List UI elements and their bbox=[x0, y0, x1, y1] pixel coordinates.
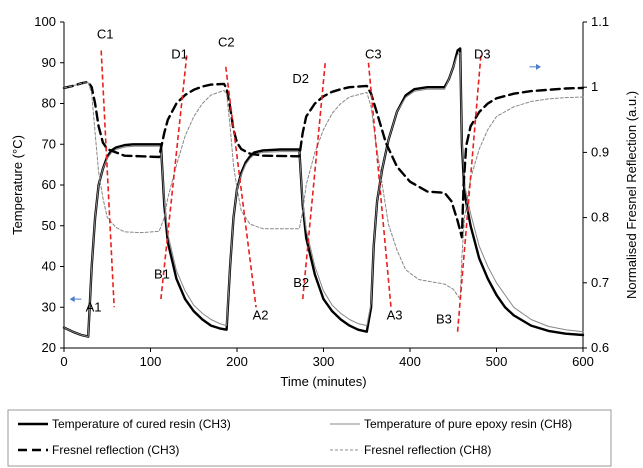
annotation-label: D2 bbox=[292, 71, 309, 86]
annotation-label: A3 bbox=[387, 307, 403, 322]
y-tick-label: 90 bbox=[42, 55, 56, 70]
annotation-label: A1 bbox=[86, 299, 102, 314]
x-tick-label: 300 bbox=[313, 354, 335, 369]
x-tick-label: 0 bbox=[60, 354, 67, 369]
tick-labels: 0 100 200 300 400 500 600 20 30 40 50 60 70 80 90 100 0.… bbox=[10, 14, 639, 389]
legend-label-3: Fresnel reflection (CH3) bbox=[52, 443, 179, 457]
annotation-label: B3 bbox=[436, 312, 452, 327]
y2-tick-label: 0.9 bbox=[591, 144, 609, 159]
y-tick-label: 70 bbox=[42, 136, 56, 151]
axes bbox=[60, 21, 587, 352]
annotation-label: B1 bbox=[154, 267, 170, 282]
legend-label-2: Temperature of pure epoxy resin (CH8) bbox=[364, 417, 572, 431]
tangent-line bbox=[367, 62, 392, 308]
y-tick-label: 30 bbox=[42, 299, 56, 314]
annotation-label: C2 bbox=[218, 34, 235, 49]
legend-label-4: Fresnel reflection (CH8) bbox=[364, 443, 491, 457]
y-tick-label: 20 bbox=[42, 340, 56, 355]
series-line-1 bbox=[62, 47, 585, 338]
y-tick-label: 50 bbox=[42, 218, 56, 233]
x-axis-title: Time (minutes) bbox=[280, 374, 366, 389]
tangent-line bbox=[160, 54, 188, 300]
y2-tick-label: 1.1 bbox=[591, 14, 609, 29]
y-tick-label: 60 bbox=[42, 177, 56, 192]
annotation-label: A2 bbox=[253, 307, 269, 322]
axis-arrow-head bbox=[536, 63, 542, 70]
y-tick-label: 40 bbox=[42, 259, 56, 274]
axis-arrow-head bbox=[69, 296, 75, 303]
y-tick-label: 80 bbox=[42, 96, 56, 111]
x-tick-label: 600 bbox=[572, 354, 594, 369]
y2-tick-label: 1 bbox=[591, 79, 598, 94]
tangent-line bbox=[224, 66, 257, 308]
y2-tick-label: 0.6 bbox=[591, 340, 609, 355]
tangent-line bbox=[100, 50, 115, 308]
series-group bbox=[62, 47, 585, 338]
series-line-4 bbox=[63, 82, 584, 300]
legend: Temperature of cured resin (CH3) Temperat… bbox=[7, 409, 612, 467]
x-tick-label: 200 bbox=[226, 354, 248, 369]
annotation-label: C3 bbox=[365, 47, 382, 62]
y-tick-label: 100 bbox=[34, 14, 56, 29]
y-axis-title: Temperature (°C) bbox=[10, 135, 25, 235]
y2-axis-title: Normalised Fresnel Reflection (a.u.) bbox=[624, 91, 639, 299]
annotation-label: D3 bbox=[474, 47, 491, 62]
annotation-label: B2 bbox=[293, 275, 309, 290]
annotation-group: C1 D1 C2 D2 C3 D3 A1 B1 A2 B2 A3 B3 bbox=[69, 26, 542, 332]
legend-label-1: Temperature of cured resin (CH3) bbox=[52, 417, 231, 431]
tangent-line bbox=[456, 54, 482, 332]
x-tick-label: 500 bbox=[486, 354, 508, 369]
series-line-2 bbox=[63, 52, 584, 338]
legend-box bbox=[7, 409, 612, 467]
series-line-3 bbox=[62, 80, 585, 239]
x-tick-label: 100 bbox=[140, 354, 162, 369]
annotation-label: C1 bbox=[97, 26, 114, 41]
y2-tick-label: 0.7 bbox=[591, 275, 609, 290]
x-tick-label: 400 bbox=[399, 354, 421, 369]
annotation-label: D1 bbox=[171, 47, 188, 62]
y2-tick-label: 0.8 bbox=[591, 210, 609, 225]
